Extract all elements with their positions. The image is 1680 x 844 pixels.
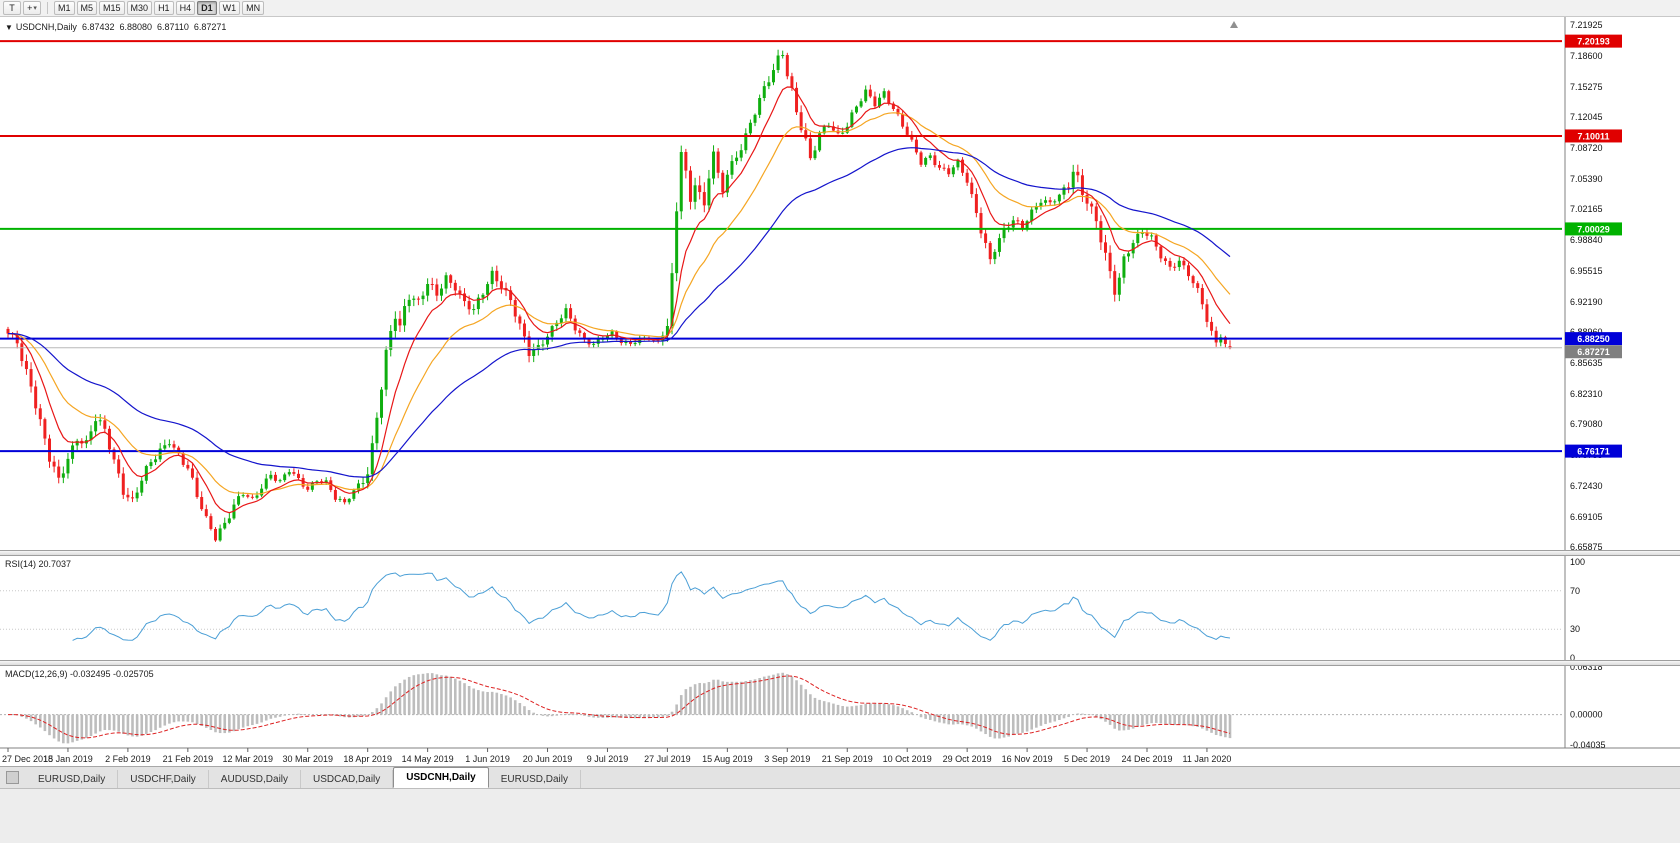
- panel-separator-macd[interactable]: [0, 660, 1680, 666]
- svg-text:0.00000: 0.00000: [1570, 710, 1603, 720]
- svg-text:6.65875: 6.65875: [1570, 542, 1603, 552]
- svg-text:100: 100: [1570, 557, 1585, 567]
- window-icon[interactable]: [6, 771, 19, 784]
- svg-text:11 Jan 2020: 11 Jan 2020: [1182, 754, 1231, 764]
- candles: [6, 49, 1232, 542]
- macd-histogram: [11, 672, 1232, 744]
- svg-text:6.76171: 6.76171: [1577, 447, 1610, 457]
- macd-signal-line: [8, 675, 1231, 739]
- svg-text:7.21925: 7.21925: [1570, 20, 1603, 30]
- svg-text:10 Oct 2019: 10 Oct 2019: [883, 754, 932, 764]
- tab-eurusd-daily-0[interactable]: EURUSD,Daily: [26, 770, 119, 788]
- svg-text:6.98840: 6.98840: [1570, 235, 1603, 245]
- svg-text:6.88250: 6.88250: [1577, 334, 1610, 344]
- svg-text:21 Feb 2019: 21 Feb 2019: [163, 754, 214, 764]
- chart-dropdown-icon[interactable]: ▼: [5, 23, 13, 32]
- svg-text:9 Jul 2019: 9 Jul 2019: [587, 754, 629, 764]
- svg-text:6.92190: 6.92190: [1570, 297, 1603, 307]
- svg-text:6.72430: 6.72430: [1570, 481, 1603, 491]
- svg-text:70: 70: [1570, 586, 1580, 596]
- svg-text:20 Jun 2019: 20 Jun 2019: [523, 754, 573, 764]
- timeframe-button-m30[interactable]: M30: [126, 1, 153, 15]
- toolbar-divider: [47, 2, 48, 14]
- toolbar-tools-group: T + ▾: [3, 1, 41, 15]
- svg-text:29 Oct 2019: 29 Oct 2019: [943, 754, 992, 764]
- svg-text:1 Jun 2019: 1 Jun 2019: [465, 754, 510, 764]
- timeframe-button-m5[interactable]: M5: [76, 1, 98, 15]
- chart-shift-marker: [1230, 21, 1238, 28]
- status-bar: [0, 788, 1680, 843]
- svg-text:14 May 2019: 14 May 2019: [402, 754, 454, 764]
- timeframe-button-mn[interactable]: MN: [242, 1, 265, 15]
- svg-text:7.20193: 7.20193: [1577, 37, 1610, 47]
- tab-usdcad-daily-3[interactable]: USDCAD,Daily: [301, 770, 394, 788]
- svg-text:24 Dec 2019: 24 Dec 2019: [1121, 754, 1172, 764]
- svg-text:6.95515: 6.95515: [1570, 266, 1603, 276]
- svg-text:7.10011: 7.10011: [1577, 131, 1609, 141]
- svg-text:-0.04035: -0.04035: [1570, 740, 1606, 750]
- timeframe-button-w1[interactable]: W1: [218, 1, 241, 15]
- svg-text:30 Mar 2019: 30 Mar 2019: [282, 754, 333, 764]
- svg-text:18 Apr 2019: 18 Apr 2019: [343, 754, 392, 764]
- svg-text:6.85635: 6.85635: [1570, 358, 1603, 368]
- svg-text:15 Jan 2019: 15 Jan 2019: [43, 754, 93, 764]
- svg-text:7.00029: 7.00029: [1577, 224, 1610, 234]
- templates-button[interactable]: T: [3, 1, 21, 15]
- svg-text:27 Dec 2018: 27 Dec 2018: [2, 754, 53, 764]
- svg-text:3 Sep 2019: 3 Sep 2019: [764, 754, 810, 764]
- svg-text:7.12045: 7.12045: [1570, 112, 1603, 122]
- svg-text:2 Feb 2019: 2 Feb 2019: [105, 754, 151, 764]
- timeframe-button-d1[interactable]: D1: [197, 1, 217, 15]
- rsi-line: [72, 571, 1231, 641]
- svg-text:6.82310: 6.82310: [1570, 389, 1603, 399]
- panel-separator-rsi[interactable]: [0, 550, 1680, 556]
- svg-text:0.06318: 0.06318: [1570, 662, 1603, 672]
- svg-text:30: 30: [1570, 624, 1580, 634]
- svg-text:27 Jul 2019: 27 Jul 2019: [644, 754, 691, 764]
- svg-text:7.08720: 7.08720: [1570, 143, 1603, 153]
- tab-list: EURUSD,Daily USDCHF,Daily AUDUSD,Daily USDC…: [26, 767, 581, 788]
- ma-50: [8, 147, 1231, 478]
- svg-text:7.18600: 7.18600: [1570, 51, 1603, 61]
- svg-text:12 Mar 2019: 12 Mar 2019: [223, 754, 274, 764]
- tab-audusd-daily-2[interactable]: AUDUSD,Daily: [209, 770, 302, 788]
- crosshair-tool-button[interactable]: + ▾: [23, 1, 41, 15]
- timeframe-button-m15[interactable]: M15: [99, 1, 125, 15]
- timeframe-button-h1[interactable]: H1: [154, 1, 174, 15]
- svg-text:7.02165: 7.02165: [1570, 204, 1603, 214]
- chart-canvas[interactable]: 7.21925 7.18600 7.15275 7.12045 7.08720 7.053…: [0, 17, 1680, 766]
- svg-text:15 Aug 2019: 15 Aug 2019: [702, 754, 753, 764]
- tab-eurusd-daily-5[interactable]: EURUSD,Daily: [489, 770, 581, 788]
- svg-text:7.05390: 7.05390: [1570, 174, 1603, 184]
- svg-text:16 Nov 2019: 16 Nov 2019: [1002, 754, 1053, 764]
- svg-text:6.79080: 6.79080: [1570, 419, 1603, 429]
- svg-text:6.69105: 6.69105: [1570, 512, 1603, 522]
- chart-tab-bar: EURUSD,Daily USDCHF,Daily AUDUSD,Daily USDC…: [0, 766, 1680, 788]
- toolbar: T + ▾ M1 M5 M15 M30 H1 H4 D1 W1 MN: [0, 0, 1680, 17]
- timeframe-button-m1[interactable]: M1: [54, 1, 75, 15]
- svg-text:7.15275: 7.15275: [1570, 82, 1603, 92]
- svg-text:5 Dec 2019: 5 Dec 2019: [1064, 754, 1110, 764]
- tab-usdchf-daily-1[interactable]: USDCHF,Daily: [118, 770, 209, 788]
- svg-text:0: 0: [1570, 653, 1575, 663]
- ma-21: [8, 112, 1231, 495]
- svg-text:21 Sep 2019: 21 Sep 2019: [822, 754, 873, 764]
- svg-text:6.88960: 6.88960: [1570, 327, 1603, 337]
- svg-text:6.87271: 6.87271: [1577, 347, 1610, 357]
- timeframe-button-h4[interactable]: H4: [175, 1, 196, 15]
- chart-window: 7.21925 7.18600 7.15275 7.12045 7.08720 7.053…: [0, 17, 1680, 766]
- timeframe-group: M1 M5 M15 M30 H1 H4 D1 W1 MN: [54, 1, 265, 15]
- ma-9: [7, 86, 1231, 514]
- tab-usdcnh-daily-4[interactable]: USDCNH,Daily: [393, 767, 489, 788]
